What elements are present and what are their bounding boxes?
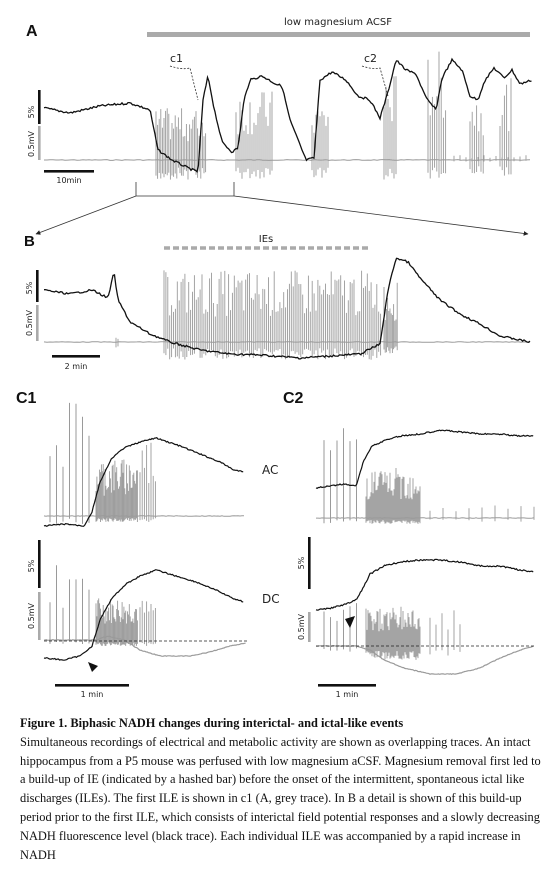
panel-b-time-scale-bar: [52, 355, 100, 358]
panel-c2-ac-nadh-trace: [315, 429, 534, 489]
panel-b-letter: B: [24, 233, 35, 250]
panel-a-time-scale-bar: [44, 170, 94, 173]
panel-c1-time-scale-bar: [55, 684, 129, 687]
zoom-arrow-left: [35, 195, 137, 235]
panel-b-field-baseline: [43, 341, 531, 343]
panel-a-nadh-trace: [43, 57, 532, 173]
panel-c1-time-scale-label: 1 min: [81, 690, 104, 699]
panel-c1-fluorescence-scale-label: 5%: [27, 559, 36, 572]
panel-c2-dc-baseline: [316, 645, 534, 675]
panel-c2-fluorescence-scale-label: 5%: [297, 556, 306, 569]
panel-b-time-scale-label: 2 min: [65, 362, 88, 371]
panel-c2-time-scale-bar: [318, 684, 376, 687]
panel-b: B IEs 5% 0.5mV 2 min: [24, 233, 531, 371]
panel-b-nadh-trace: [43, 257, 531, 360]
panel-c1-ac-field-trace: [49, 402, 156, 524]
panel-b-fluorescence-scale-label: 5%: [25, 281, 34, 294]
caption-title: Figure 1. Biphasic NADH changes during i…: [20, 716, 404, 730]
panel-c2: C2 5% 0.5mV 1 min: [283, 390, 535, 699]
panel-c1-ac-nadh-trace: [43, 437, 244, 527]
zoom-arrow-right: [233, 195, 529, 236]
caption-body: Simultaneous recordings of electrical an…: [20, 734, 541, 862]
panel-a-fluorescence-scale-bar: [38, 90, 41, 124]
panel-a-time-scale-label: 10min: [56, 176, 81, 185]
panel-c1-voltage-scale-label: 0.5mV: [27, 602, 36, 629]
panel-c1-ac-baseline: [43, 515, 245, 517]
ies-label: IEs: [259, 234, 273, 245]
panel-c2-fluorescence-scale-bar: [308, 537, 311, 589]
panel-a-fluorescence-scale-label: 5%: [27, 105, 36, 118]
c2-onset-arrowhead: [345, 616, 355, 628]
panel-b-field-trace: [115, 270, 398, 360]
panel-c2-time-scale-label: 1 min: [336, 690, 359, 699]
panel-c2-ac-field-trace: [323, 428, 535, 524]
panel-b-voltage-scale-bar: [36, 305, 39, 341]
panel-c1-dc-field-trace: [49, 565, 156, 646]
panel-c2-ac-baseline: [316, 517, 535, 519]
c1-dc-label: DC: [262, 592, 280, 606]
event-c2-bracket: [361, 65, 389, 97]
panel-a-voltage-scale-label: 0.5mV: [27, 130, 36, 157]
low-magnesium-label: low magnesium ACSF: [284, 17, 392, 28]
figure: A low magnesium ACSF c1 c2 5% 0.5mV 10mi…: [16, 17, 535, 699]
event-label-c1: c1: [170, 52, 183, 65]
panel-c1-dc-baseline: [43, 635, 246, 657]
low-magnesium-bar: [147, 32, 530, 37]
panel-c1: C1 AC DC 5% 0.5mV 1 min: [16, 390, 280, 699]
panel-c1-voltage-scale-bar: [38, 592, 41, 640]
panel-c1-dc-nadh-trace: [43, 569, 244, 661]
panel-c2-letter: C2: [283, 390, 304, 407]
panel-c2-voltage-scale-label: 0.5mV: [297, 613, 306, 640]
panel-a-voltage-scale-bar: [38, 126, 41, 160]
panel-c1-fluorescence-scale-bar: [38, 540, 41, 588]
panel-a-field-baseline: [44, 159, 531, 161]
panel-b-fluorescence-scale-bar: [36, 270, 39, 302]
event-c1-bracket: [169, 65, 199, 101]
panel-a-field-trace: [155, 51, 527, 180]
panel-c2-dc-nadh-trace: [315, 558, 534, 611]
panel-c1-letter: C1: [16, 390, 37, 407]
panel-b-voltage-scale-label: 0.5mV: [25, 309, 34, 336]
c1-onset-arrowhead: [88, 662, 98, 672]
panel-a-letter: A: [26, 23, 38, 40]
c1-ac-label: AC: [262, 463, 278, 477]
event-label-c2: c2: [364, 52, 377, 65]
figure-caption: Figure 1. Biphasic NADH changes during i…: [20, 714, 542, 864]
panel-c2-dc-field-trace: [323, 603, 461, 660]
panel-c2-voltage-scale-bar: [308, 612, 311, 642]
panel-a: A low magnesium ACSF c1 c2 5% 0.5mV 10mi…: [26, 17, 532, 236]
